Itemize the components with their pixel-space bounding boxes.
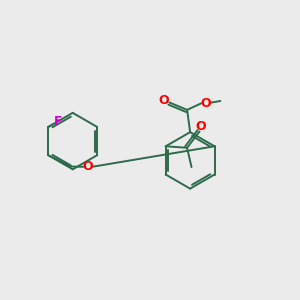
Text: O: O [200, 97, 211, 110]
Text: F: F [53, 115, 62, 128]
Text: O: O [82, 160, 93, 173]
Text: O: O [159, 94, 169, 107]
Text: O: O [196, 120, 206, 133]
